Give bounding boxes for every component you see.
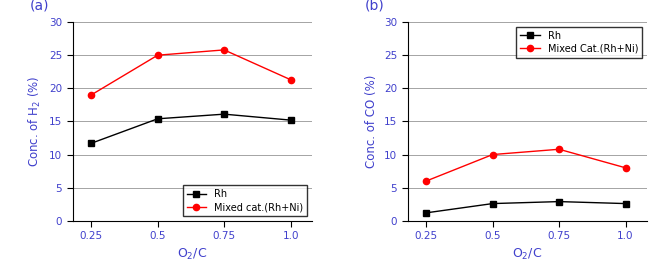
- Mixed cat.(Rh+Ni): [154, 54, 162, 57]
- Legend: Rh, Mixed Cat.(Rh+Ni): Rh, Mixed Cat.(Rh+Ni): [516, 27, 642, 58]
- Mixed Cat.(Rh+Ni): [488, 153, 496, 156]
- Mixed cat.(Rh+Ni): [87, 93, 95, 97]
- Rh: [286, 118, 294, 122]
- Mixed Cat.(Rh+Ni): [622, 166, 630, 169]
- Rh: [422, 211, 430, 214]
- Line: Mixed cat.(Rh+Ni): Mixed cat.(Rh+Ni): [88, 47, 294, 98]
- X-axis label: O$_2$/C: O$_2$/C: [177, 247, 207, 262]
- Text: (b): (b): [364, 0, 384, 12]
- Y-axis label: Conc. of CO (%): Conc. of CO (%): [366, 75, 378, 168]
- Rh: [220, 113, 228, 116]
- Mixed Cat.(Rh+Ni): [422, 179, 430, 183]
- Rh: [555, 200, 563, 203]
- Legend: Rh, Mixed cat.(Rh+Ni): Rh, Mixed cat.(Rh+Ni): [183, 185, 307, 216]
- Rh: [622, 202, 630, 205]
- Rh: [87, 142, 95, 145]
- Rh: [154, 117, 162, 120]
- Mixed cat.(Rh+Ni): [220, 48, 228, 52]
- Line: Rh: Rh: [423, 198, 629, 216]
- Rh: [488, 202, 496, 205]
- Line: Mixed Cat.(Rh+Ni): Mixed Cat.(Rh+Ni): [423, 146, 629, 184]
- Mixed cat.(Rh+Ni): [286, 78, 294, 81]
- Text: (a): (a): [30, 0, 49, 12]
- X-axis label: O$_2$/C: O$_2$/C: [512, 247, 543, 262]
- Y-axis label: Conc. of H$_2$ (%): Conc. of H$_2$ (%): [27, 76, 44, 167]
- Line: Rh: Rh: [88, 111, 294, 147]
- Mixed Cat.(Rh+Ni): [555, 148, 563, 151]
